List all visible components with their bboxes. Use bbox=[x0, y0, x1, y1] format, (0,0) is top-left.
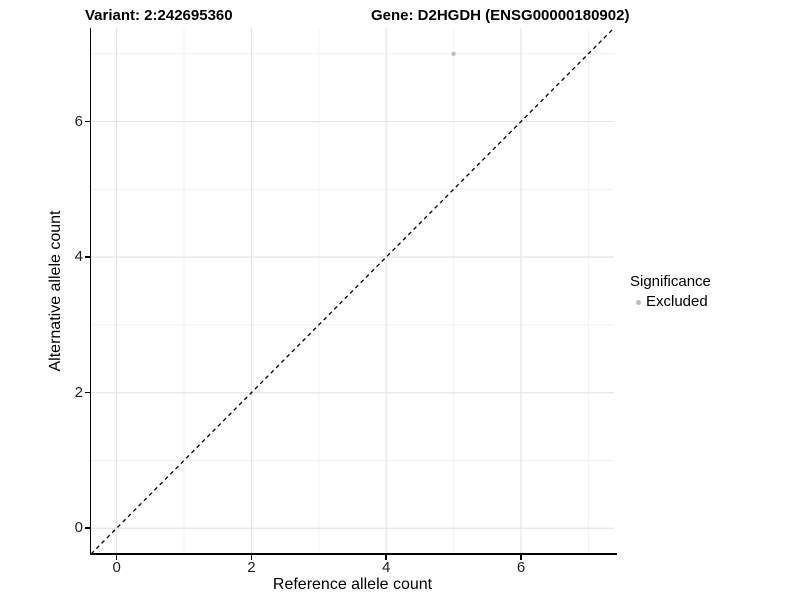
x-tick-mark bbox=[385, 555, 387, 560]
x-tick-mark bbox=[250, 555, 253, 560]
plot-canvas bbox=[90, 27, 615, 555]
y-tick-mark bbox=[84, 256, 90, 258]
x-tick-label: 6 bbox=[516, 559, 526, 576]
plot-panel bbox=[90, 27, 615, 555]
y-tick-label: 2 bbox=[74, 383, 83, 401]
x-axis-title: Reference allele count bbox=[272, 576, 433, 593]
x-tick-mark bbox=[115, 555, 118, 560]
legend-point-icon bbox=[636, 299, 641, 305]
y-tick-label: 6 bbox=[74, 112, 83, 130]
identity-dashed-line bbox=[90, 27, 615, 555]
y-tick-label: 0 bbox=[74, 519, 83, 537]
x-tick-label: 0 bbox=[112, 559, 121, 576]
gene-title: Gene: D2HGDH (ENSG00000180902) bbox=[371, 7, 630, 24]
x-axis-line bbox=[89, 553, 617, 555]
y-tick-mark bbox=[84, 527, 90, 529]
y-tick-mark bbox=[84, 120, 90, 123]
legend-entry-label: Excluded bbox=[646, 293, 708, 310]
y-tick-label: 4 bbox=[74, 248, 83, 266]
y-tick-mark bbox=[84, 391, 90, 394]
legend-entry: Excluded bbox=[630, 294, 711, 310]
x-tick-label: 2 bbox=[247, 559, 256, 576]
x-tick-mark bbox=[520, 555, 522, 560]
legend: Significance Excluded bbox=[630, 274, 711, 310]
legend-title: Significance bbox=[630, 273, 711, 290]
data-point bbox=[451, 51, 456, 56]
x-tick-label: 4 bbox=[382, 559, 391, 576]
variant-title: Variant: 2:242695360 bbox=[85, 7, 233, 24]
y-axis-line bbox=[89, 28, 92, 555]
